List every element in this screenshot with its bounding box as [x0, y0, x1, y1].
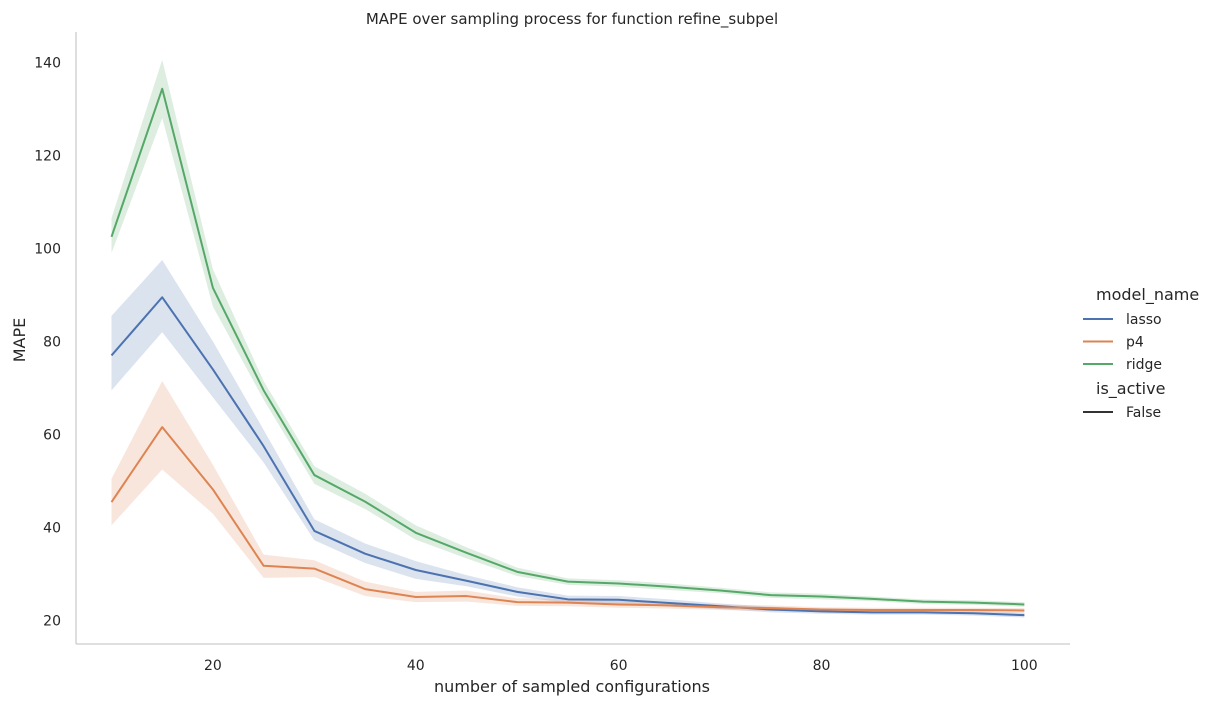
legend-hue-items: lasso p4 ridge [1083, 312, 1162, 373]
y-tick-label: 40 [43, 521, 61, 537]
y-tick-label: 120 [34, 148, 61, 164]
y-axis-label: MAPE [10, 318, 29, 363]
band-ridge [111, 59, 1025, 607]
y-tick-label: 100 [34, 241, 61, 257]
line-lasso [110, 296, 1025, 617]
y-tick-label: 140 [34, 55, 61, 71]
x-axis-label: number of sampled configurations [434, 677, 710, 696]
x-tick-label: 80 [813, 658, 831, 674]
line-ridge [110, 87, 1025, 606]
y-tick-labels: 20 40 60 80 100 120 140 [34, 55, 61, 629]
series-lines [110, 87, 1025, 617]
y-tick-label: 20 [43, 614, 61, 630]
confidence-bands [111, 59, 1025, 618]
legend-style-title: is_active [1096, 379, 1165, 399]
legend-style-items: False [1083, 405, 1161, 421]
y-tick-label: 80 [43, 334, 61, 350]
y-tick-label: 60 [43, 428, 61, 444]
band-lasso [111, 260, 1025, 618]
legend: model_name lasso p4 ridge is_active False [1083, 285, 1199, 421]
x-tick-label: 40 [407, 658, 425, 674]
legend-hue-title: model_name [1096, 285, 1199, 305]
x-tick-label: 60 [610, 658, 628, 674]
legend-style-label: False [1126, 405, 1161, 421]
legend-label-p4: p4 [1126, 335, 1144, 351]
legend-label-ridge: ridge [1126, 357, 1162, 373]
line-p4 [110, 426, 1025, 612]
legend-label-lasso: lasso [1126, 312, 1162, 328]
x-tick-label: 100 [1011, 658, 1038, 674]
x-tick-label: 20 [204, 658, 222, 674]
x-tick-labels: 20 40 60 80 100 [204, 658, 1038, 674]
chart-title: MAPE over sampling process for function … [366, 10, 778, 29]
